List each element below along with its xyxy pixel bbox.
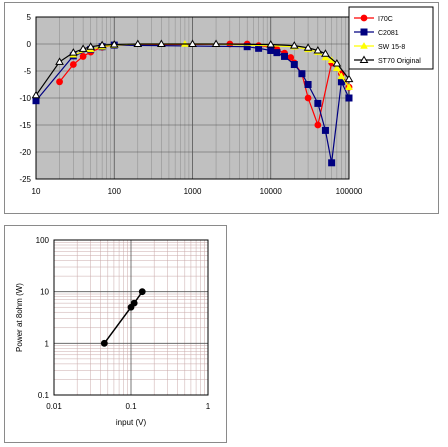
x-tick-label: 100000: [336, 187, 363, 196]
data-point: [304, 94, 312, 102]
data-point: [337, 72, 346, 80]
y-tick-label: 0.1: [38, 391, 50, 400]
data-point: [344, 74, 354, 83]
data-point: [332, 58, 342, 67]
data-point: [100, 339, 108, 347]
legend-label: ST70 Original: [378, 58, 421, 65]
legend-label: I70C: [378, 16, 393, 23]
y-tick-label: 100: [36, 236, 50, 245]
y-tick-label: 1: [45, 339, 50, 348]
data-point: [321, 49, 330, 57]
data-point: [266, 40, 276, 48]
data-point: [109, 40, 119, 48]
legend: I70C C2081 SW 15-8 ST70 Original: [348, 6, 434, 70]
data-point: [31, 90, 41, 99]
y-tick-label: -10: [19, 94, 31, 103]
data-point: [267, 46, 275, 54]
data-point: [298, 70, 306, 78]
x-tick-label: 10: [32, 187, 41, 196]
power-vs-input-chart-panel: 100 10 1 0.1 0.01 0.1 1 input (V) Power at 8ohm …: [4, 225, 227, 443]
y-tick-label: 0: [27, 40, 32, 49]
data-point: [69, 61, 77, 68]
y-tick-label: -15: [19, 121, 31, 130]
data-point: [321, 53, 330, 61]
data-point: [290, 61, 298, 69]
x-tick-label: 100: [108, 187, 122, 196]
data-point: [328, 159, 336, 167]
y-tick-label: -25: [19, 175, 31, 184]
data-point: [321, 126, 329, 134]
data-point: [304, 81, 312, 88]
data-point: [32, 97, 40, 105]
legend-label: SW 15-8: [378, 44, 405, 51]
y-tick-label: -5: [24, 67, 32, 76]
data-point: [133, 39, 143, 47]
data-point: [56, 78, 63, 86]
x-axis-label: input (V): [116, 418, 147, 427]
x-tick-label: 1: [206, 402, 211, 411]
data-point: [78, 44, 88, 52]
series-0: [100, 288, 146, 347]
legend-swatch-marker: [360, 42, 368, 49]
series-3: [31, 39, 354, 99]
legend-label: C2081: [378, 30, 399, 37]
data-point: [130, 299, 138, 307]
y-tick-label: -20: [19, 148, 31, 157]
legend-swatch-marker: [359, 55, 369, 63]
data-point: [281, 52, 289, 60]
power-vs-input-chart: 100 10 1 0.1 0.01 0.1 1 input (V) Power at 8ohm …: [15, 236, 211, 427]
data-point: [156, 39, 166, 47]
frequency-response-chart-panel: 5 0 -5 -10 -15 -20 -25 10 100 1000 10000 100000 I70C…: [4, 2, 439, 214]
data-point: [303, 43, 313, 51]
data-point: [138, 288, 146, 296]
data-point: [332, 64, 341, 72]
grid-lines: [54, 240, 209, 395]
x-tick-label: 0.01: [46, 402, 62, 411]
data-point: [55, 57, 64, 65]
data-point: [313, 45, 323, 54]
data-point: [345, 94, 353, 102]
data-point: [345, 83, 353, 90]
y-tick-label: 5: [27, 13, 32, 22]
y-axis-label: Power at 8ohm (W): [15, 283, 24, 352]
data-point: [314, 99, 322, 107]
plot-border: [53, 239, 209, 396]
legend-swatch-marker: [360, 14, 368, 22]
legend-swatch-marker: [360, 28, 368, 36]
data-point: [68, 48, 78, 56]
x-tick-label: 1000: [184, 187, 202, 196]
data-point: [79, 53, 87, 60]
x-tick-label: 0.1: [125, 402, 137, 411]
x-tick-label: 10000: [260, 187, 283, 196]
data-point: [314, 121, 322, 129]
data-point: [97, 40, 107, 49]
data-point: [255, 44, 263, 52]
data-point: [86, 42, 96, 50]
data-point: [211, 39, 221, 47]
data-point: [289, 41, 299, 49]
data-point: [188, 39, 197, 47]
y-tick-label: 10: [40, 288, 49, 297]
data-point: [273, 49, 281, 57]
